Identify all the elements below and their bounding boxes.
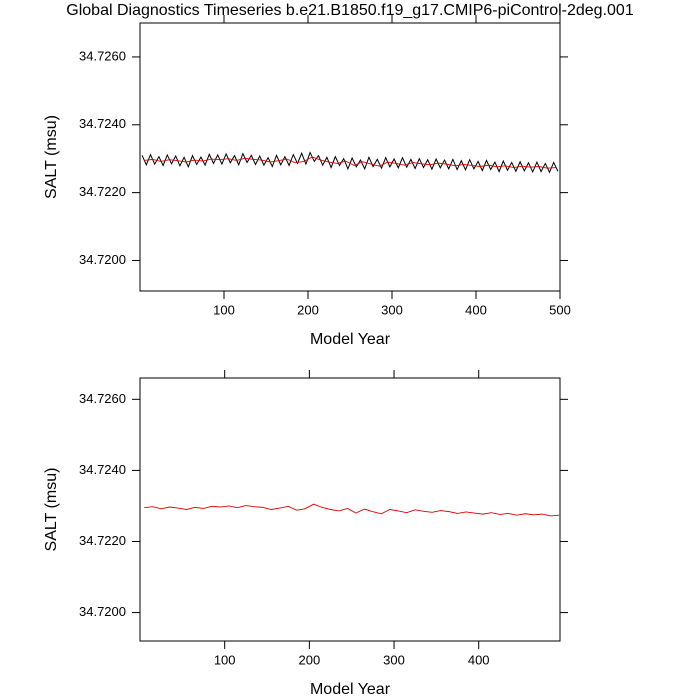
x-tick-label: 200 bbox=[297, 302, 319, 317]
x-axis-label: Model Year bbox=[310, 331, 391, 348]
x-tick-label: 200 bbox=[299, 652, 321, 667]
y-axis-label: SALT (msu) bbox=[43, 115, 60, 199]
y-tick-label: 34.7200 bbox=[79, 604, 126, 619]
x-tick-label: 100 bbox=[213, 302, 235, 317]
y-tick-label: 34.7220 bbox=[79, 184, 126, 199]
x-tick-label: 400 bbox=[468, 652, 490, 667]
data-line bbox=[141, 151, 559, 174]
plot-frame bbox=[139, 22, 561, 292]
plot-frame bbox=[139, 377, 561, 642]
y-tick-label: 34.7260 bbox=[79, 391, 126, 406]
y-tick-label: 34.7240 bbox=[79, 116, 126, 131]
y-tick-label: 34.7240 bbox=[79, 462, 126, 477]
x-tick-label: 400 bbox=[465, 302, 487, 317]
y-tick-label: 34.7260 bbox=[79, 48, 126, 63]
x-tick-label: 300 bbox=[381, 302, 403, 317]
x-tick-label: 100 bbox=[214, 652, 236, 667]
x-axis-label: Model Year bbox=[310, 681, 391, 698]
data-line bbox=[144, 156, 556, 169]
y-tick-label: 34.7200 bbox=[79, 252, 126, 267]
y-tick-label: 34.7220 bbox=[79, 533, 126, 548]
y-axis-label: SALT (msu) bbox=[43, 468, 60, 552]
x-tick-label: 300 bbox=[383, 652, 405, 667]
data-line bbox=[144, 503, 560, 517]
chart-title: Global Diagnostics Timeseries b.e21.B185… bbox=[66, 2, 634, 19]
x-tick-label: 500 bbox=[549, 302, 571, 317]
